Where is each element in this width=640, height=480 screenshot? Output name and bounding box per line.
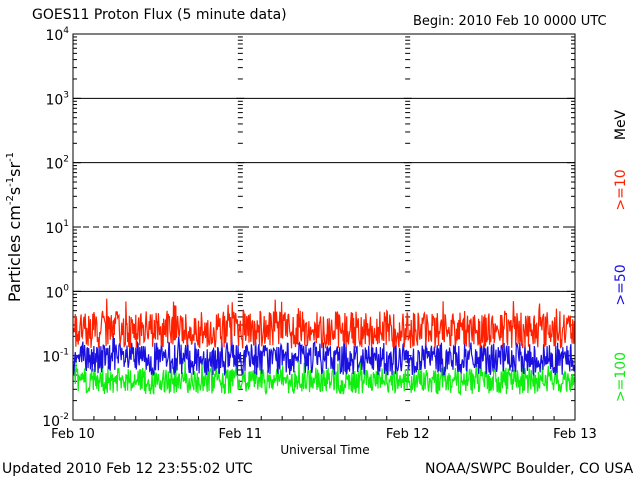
plot-frame-top — [72, 33, 576, 421]
updated-timestamp: Updated 2010 Feb 12 23:55:02 UTC — [2, 461, 253, 477]
x-tick-label: Feb 13 — [553, 427, 597, 442]
x-tick-label: Feb 10 — [51, 427, 95, 442]
y-axis-label: Particles cm-2s-1sr-1 — [5, 152, 24, 302]
y-tick-label: 103 — [45, 90, 69, 108]
y-tick-label: 10-1 — [42, 348, 69, 366]
legend-label-50-mev: >=50 — [613, 264, 629, 305]
series-line-50-mev — [72, 330, 575, 377]
credit-label: NOAA/SWPC Boulder, CO USA — [425, 461, 634, 477]
x-tick-label: Feb 11 — [218, 427, 262, 442]
x-axis-label: Universal Time — [280, 443, 369, 457]
series-line-10-mev — [72, 298, 575, 349]
chart-title: GOES11 Proton Flux (5 minute data) — [32, 7, 287, 23]
y-tick-label: 101 — [45, 219, 69, 237]
y-tick-label: 104 — [45, 26, 69, 44]
y-tick-label: 102 — [45, 155, 69, 173]
x-tick-label: Feb 12 — [386, 427, 430, 442]
y-tick-label: 100 — [45, 283, 69, 301]
y-tick-label: 10-2 — [42, 412, 69, 430]
energy-unit-label: MeV — [613, 109, 629, 140]
legend-label-100-mev: >=100 — [613, 352, 629, 402]
begin-time-label: Begin: 2010 Feb 10 0000 UTC — [413, 14, 607, 29]
series-line-100-mev — [72, 360, 575, 396]
legend-label-10-mev: >=10 — [613, 169, 629, 210]
